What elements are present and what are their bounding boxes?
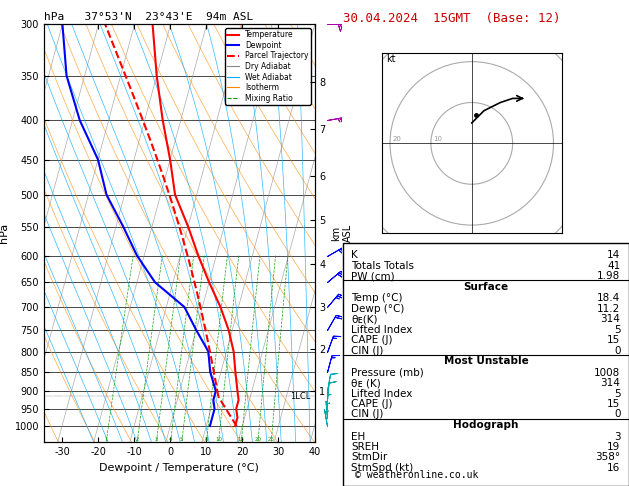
Text: 2: 2 xyxy=(135,437,139,442)
Text: Pressure (mb): Pressure (mb) xyxy=(352,368,424,378)
Text: 5: 5 xyxy=(614,325,620,335)
Text: 11.2: 11.2 xyxy=(597,304,620,314)
Text: StmDir: StmDir xyxy=(352,452,387,463)
Text: 0: 0 xyxy=(614,410,620,419)
Text: K: K xyxy=(352,250,358,260)
Text: 14: 14 xyxy=(607,250,620,260)
Text: θᴇ(K): θᴇ(K) xyxy=(352,314,378,324)
Y-axis label: km
ASL: km ASL xyxy=(331,224,353,243)
Text: 0: 0 xyxy=(614,346,620,356)
Text: StmSpd (kt): StmSpd (kt) xyxy=(352,463,414,473)
Text: 15: 15 xyxy=(607,399,620,409)
Y-axis label: hPa: hPa xyxy=(0,223,9,243)
Text: 16: 16 xyxy=(607,463,620,473)
Text: 5: 5 xyxy=(614,389,620,399)
Text: 3: 3 xyxy=(614,432,620,442)
Text: 18.4: 18.4 xyxy=(597,294,620,303)
Text: Totals Totals: Totals Totals xyxy=(352,260,415,271)
Text: 1008: 1008 xyxy=(594,368,620,378)
Text: CAPE (J): CAPE (J) xyxy=(352,335,393,345)
Text: CIN (J): CIN (J) xyxy=(352,410,384,419)
Text: 1.98: 1.98 xyxy=(597,271,620,281)
Text: 19: 19 xyxy=(607,442,620,452)
Text: Lifted Index: Lifted Index xyxy=(352,325,413,335)
Text: 10: 10 xyxy=(433,137,442,142)
X-axis label: Dewpoint / Temperature (°C): Dewpoint / Temperature (°C) xyxy=(99,463,259,473)
Text: 358°: 358° xyxy=(595,452,620,463)
Text: Dewp (°C): Dewp (°C) xyxy=(352,304,405,314)
Text: 314: 314 xyxy=(601,378,620,388)
Text: Most Unstable: Most Unstable xyxy=(443,356,528,366)
Text: EH: EH xyxy=(352,432,365,442)
Text: Hodograph: Hodograph xyxy=(454,420,518,430)
Text: CIN (J): CIN (J) xyxy=(352,346,384,356)
Text: PW (cm): PW (cm) xyxy=(352,271,395,281)
Text: 41: 41 xyxy=(607,260,620,271)
Text: 15: 15 xyxy=(607,335,620,345)
Text: 4: 4 xyxy=(169,437,172,442)
Text: 5: 5 xyxy=(180,437,184,442)
Text: kt: kt xyxy=(386,53,396,64)
Text: 314: 314 xyxy=(601,314,620,324)
Text: θᴇ (K): θᴇ (K) xyxy=(352,378,381,388)
Text: 8: 8 xyxy=(204,437,208,442)
Text: SREH: SREH xyxy=(352,442,379,452)
Text: 25: 25 xyxy=(268,437,275,442)
Text: 20: 20 xyxy=(392,137,401,142)
Legend: Temperature, Dewpoint, Parcel Trajectory, Dry Adiabat, Wet Adiabat, Isotherm, Mi: Temperature, Dewpoint, Parcel Trajectory… xyxy=(225,28,311,105)
Text: Temp (°C): Temp (°C) xyxy=(352,294,403,303)
Text: © weatheronline.co.uk: © weatheronline.co.uk xyxy=(355,470,479,480)
Text: 3: 3 xyxy=(155,437,158,442)
Text: 10: 10 xyxy=(215,437,222,442)
Text: 15: 15 xyxy=(238,437,245,442)
Text: CAPE (J): CAPE (J) xyxy=(352,399,393,409)
Text: 1LCL: 1LCL xyxy=(291,392,311,401)
Text: Lifted Index: Lifted Index xyxy=(352,389,413,399)
Text: 30.04.2024  15GMT  (Base: 12): 30.04.2024 15GMT (Base: 12) xyxy=(343,12,560,25)
Text: Surface: Surface xyxy=(464,282,508,292)
Text: 1: 1 xyxy=(104,437,108,442)
Text: 20: 20 xyxy=(255,437,262,442)
Text: hPa   37°53'N  23°43'E  94m ASL: hPa 37°53'N 23°43'E 94m ASL xyxy=(44,12,253,22)
